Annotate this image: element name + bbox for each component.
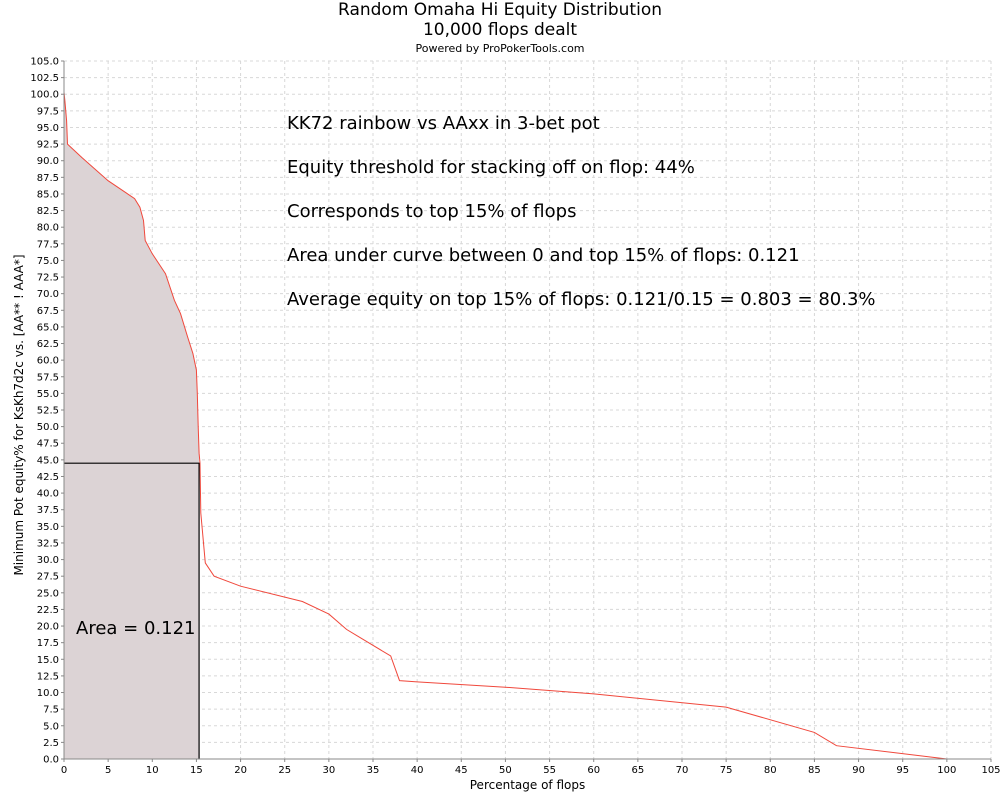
threshold-marker [64,462,200,759]
x-tick-label: 45 [455,765,468,776]
y-tick-label: 85.0 [37,189,59,200]
y-tick-label: 45.0 [37,455,59,466]
y-tick-label: 65.0 [37,322,59,333]
x-tick-label: 5 [105,765,111,776]
x-tick-label: 0 [61,765,67,776]
y-tick-label: 0.0 [43,755,59,766]
x-tick-label: 75 [720,765,733,776]
y-tick-label: 60.0 [37,356,59,367]
y-tick-label: 97.5 [37,106,59,117]
y-tick-label: 22.5 [37,605,59,616]
y-tick-label: 62.5 [37,339,59,350]
y-tick-label: 7.5 [43,705,59,716]
y-tick-label: 70.0 [37,289,59,300]
y-tick-label: 2.5 [43,738,59,749]
x-axis-ticks: 0 5 10 15 20 25 30 35 40 45 50 55 60 65 70 75 80 85 90 95 10… [61,759,1000,776]
y-axis-label: Minimum Pot equity% for KsKh7d2c vs. [AA… [12,254,26,575]
y-tick-label: 32.5 [37,538,59,549]
y-tick-label: 37.5 [37,505,59,516]
y-tick-label: 47.5 [37,439,59,450]
x-tick-label: 30 [322,765,335,776]
y-tick-label: 5.0 [43,721,59,732]
x-tick-label: 100 [937,765,956,776]
x-tick-label: 80 [764,765,777,776]
chart-subtitle: 10,000 flops dealt [422,20,578,40]
y-tick-label: 92.5 [37,140,59,151]
x-tick-label: 105 [981,765,1000,776]
y-tick-label: 57.5 [37,372,59,383]
x-tick-label: 60 [587,765,600,776]
x-tick-label: 10 [146,765,159,776]
y-tick-label: 40.0 [37,489,59,500]
y-tick-label: 25.0 [37,588,59,599]
x-axis-label: Percentage of flops [470,778,585,792]
y-tick-label: 50.0 [37,422,59,433]
y-tick-label: 12.5 [37,671,59,682]
equity-curve-line [63,92,947,760]
y-tick-label: 87.5 [37,173,59,184]
x-tick-label: 25 [278,765,291,776]
y-tick-label: 100.0 [30,90,59,101]
x-tick-label: 55 [543,765,556,776]
annotation-average-equity: Average equity on top 15% of flops: 0.12… [287,289,876,310]
y-tick-label: 10.0 [37,688,59,699]
y-tick-label: 72.5 [37,273,59,284]
y-tick-label: 95.0 [37,123,59,134]
y-tick-label: 52.5 [37,406,59,417]
chart-credit: Powered by ProPokerTools.com [415,42,585,55]
y-tick-label: 15.0 [37,655,59,666]
x-tick-label: 15 [190,765,203,776]
x-tick-label: 50 [499,765,512,776]
y-axis-ticks: 0.0 2.5 5.0 7.5 10.0 12.5 15.0 17.5 20.0 22.5 25.0… [30,57,64,766]
y-tick-label: 75.0 [37,256,59,267]
annotation-top-percent: Corresponds to top 15% of flops [287,201,576,222]
y-tick-label: 67.5 [37,306,59,317]
area-label: Area = 0.121 [76,618,195,639]
y-tick-label: 80.0 [37,223,59,234]
y-tick-label: 105.0 [30,57,59,68]
grid [64,60,992,759]
annotation-threshold: Equity threshold for stacking off on flo… [287,157,695,178]
y-tick-label: 30.0 [37,555,59,566]
x-tick-label: 85 [808,765,821,776]
annotation-matchup: KK72 rainbow vs AAxx in 3-bet pot [287,113,600,134]
x-tick-label: 70 [676,765,689,776]
y-tick-label: 102.5 [30,73,59,84]
x-tick-label: 40 [411,765,424,776]
x-tick-label: 20 [234,765,247,776]
x-tick-label: 65 [631,765,644,776]
y-tick-label: 35.0 [37,522,59,533]
x-tick-label: 90 [852,765,865,776]
y-tick-label: 77.5 [37,239,59,250]
y-tick-label: 90.0 [37,156,59,167]
y-tick-label: 27.5 [37,572,59,583]
x-tick-label: 35 [367,765,380,776]
annotation-area: Area under curve between 0 and top 15% o… [287,245,800,266]
y-tick-label: 42.5 [37,472,59,483]
x-tick-label: 95 [896,765,909,776]
y-tick-label: 55.0 [37,389,59,400]
y-tick-label: 20.0 [37,622,59,633]
chart-title: Random Omaha Hi Equity Distribution [338,0,662,20]
shaded-area [64,92,200,759]
y-tick-label: 82.5 [37,206,59,217]
y-tick-label: 17.5 [37,638,59,649]
